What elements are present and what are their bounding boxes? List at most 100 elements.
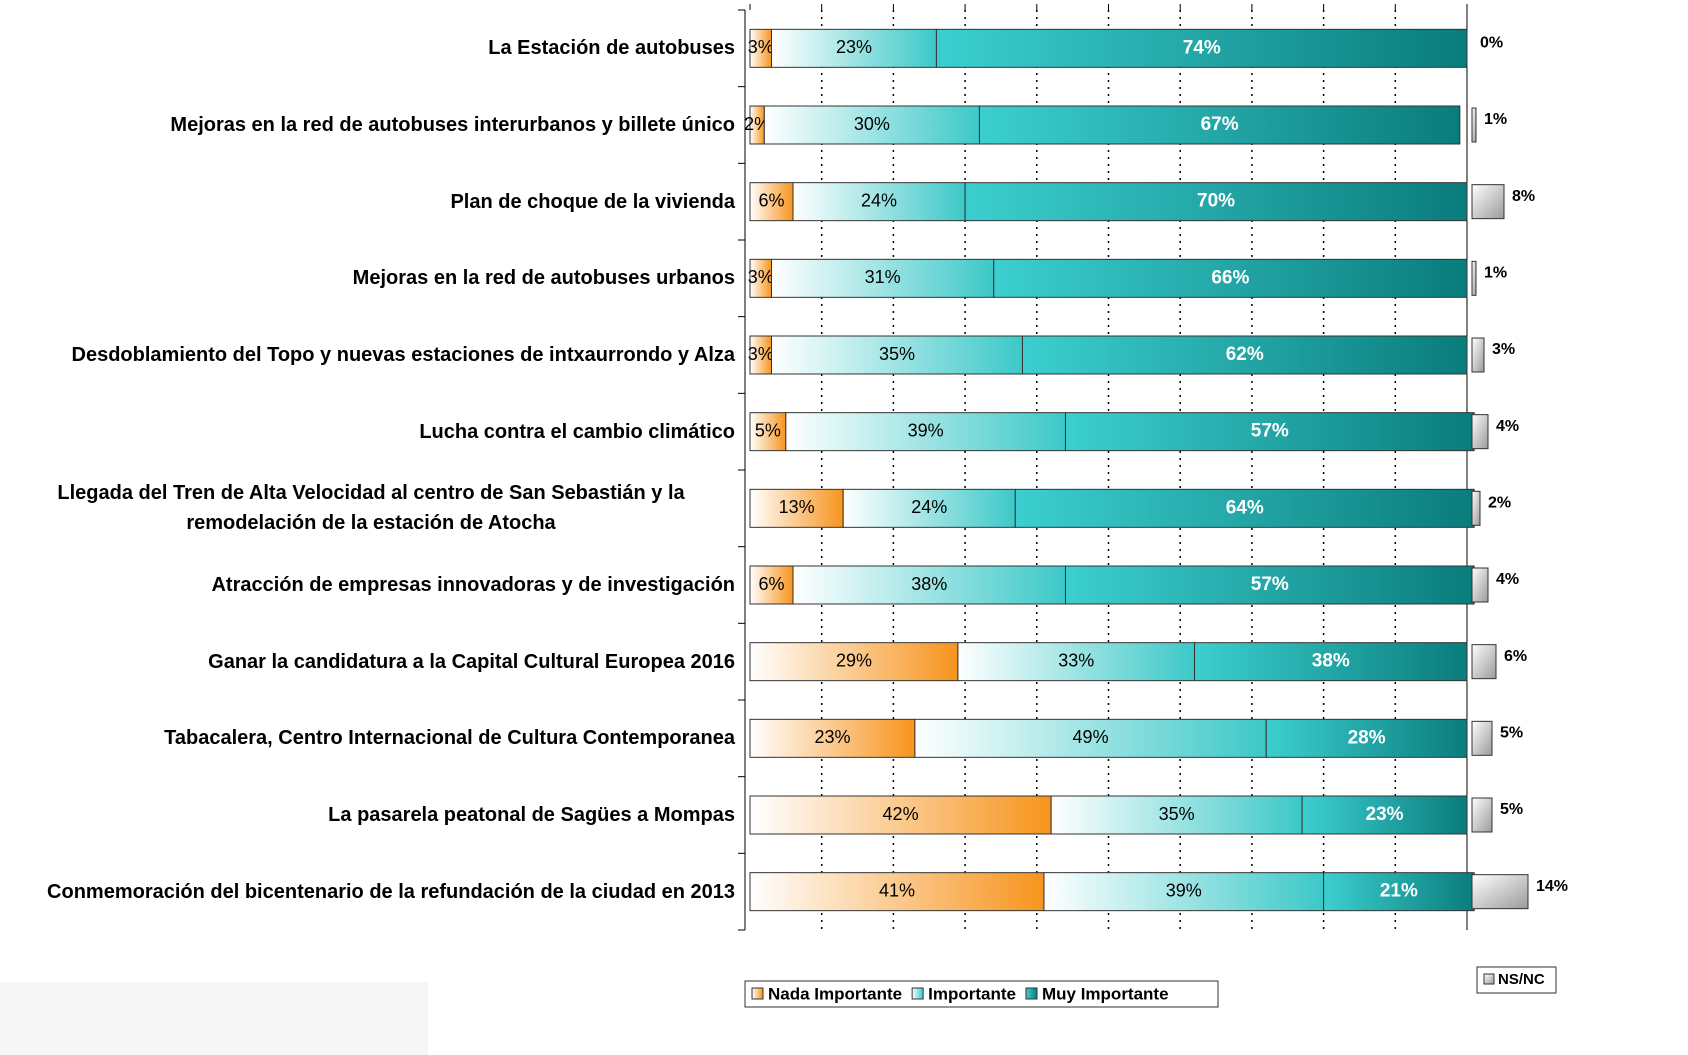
nsnc-label: 1% xyxy=(1484,265,1507,282)
data-label: 3% xyxy=(748,267,774,287)
bar-segment xyxy=(749,642,959,682)
data-label: 24% xyxy=(911,497,947,517)
category-text: Tabacalera, Centro Internacional de Cult… xyxy=(164,727,735,750)
data-label: 57% xyxy=(1251,574,1289,595)
category-text: Conmemoración del bicentenario de la ref… xyxy=(47,880,735,903)
data-label: 39% xyxy=(1166,880,1202,900)
data-label: 42% xyxy=(883,804,919,824)
data-label: 24% xyxy=(861,190,897,210)
bar-segment xyxy=(1265,718,1468,758)
data-label: 57% xyxy=(1251,421,1289,442)
bar-segment xyxy=(749,182,794,222)
data-label: 31% xyxy=(865,267,901,287)
category-text: Ganar la candidatura a la Capital Cultur… xyxy=(208,650,735,673)
bar-segment xyxy=(1064,565,1475,605)
data-label: 35% xyxy=(879,344,915,364)
legend-swatch xyxy=(911,987,924,1000)
legend-label: Nada Importante xyxy=(768,984,902,1003)
legend-label: Muy Importante xyxy=(1042,984,1169,1003)
bar-segment xyxy=(1021,335,1468,375)
data-label: 49% xyxy=(1073,727,1109,747)
data-label: 2% xyxy=(744,114,770,134)
bar-segment xyxy=(1043,872,1325,912)
data-label: 38% xyxy=(1312,651,1350,672)
data-label: 13% xyxy=(779,497,815,517)
category-label: Desdoblamiento del Topo y nuevas estacio… xyxy=(0,320,735,390)
category-text: Lucha contra el cambio climático xyxy=(419,420,735,443)
bar-segment xyxy=(749,565,794,605)
legend-box xyxy=(744,980,1219,1008)
bar-segment xyxy=(749,718,916,758)
legend-swatch xyxy=(1483,973,1495,985)
category-text: Mejoras en la red de autobuses urbanos xyxy=(352,267,735,290)
bar-segment xyxy=(1064,412,1475,452)
bar-segment xyxy=(978,105,1461,145)
category-label: La pasarela peatonal de Sagües a Mompas xyxy=(0,780,735,850)
data-label: 21% xyxy=(1380,881,1418,902)
legend-label: NS/NC xyxy=(1498,971,1545,988)
category-text: Desdoblamiento del Topo y nuevas estacio… xyxy=(71,344,735,366)
bar-segment xyxy=(749,795,1052,835)
category-label: Llegada del Tren de Alta Velocidad al ce… xyxy=(0,473,735,543)
category-label: Conmemoración del bicentenario de la ref… xyxy=(0,857,735,927)
nsnc-label: 4% xyxy=(1496,418,1519,435)
category-label: Lucha contra el cambio climático xyxy=(0,397,735,467)
data-label: 38% xyxy=(911,574,947,594)
bar-segment xyxy=(792,565,1066,605)
data-label: 74% xyxy=(1183,37,1221,58)
nsnc-bar xyxy=(1471,797,1493,833)
data-label: 30% xyxy=(854,114,890,134)
category-text: La pasarela peatonal de Sagües a Mompas xyxy=(328,804,735,826)
nsnc-bar xyxy=(1471,644,1497,680)
data-label: 6% xyxy=(759,574,785,594)
category-label: La Estación de autobuses xyxy=(0,13,735,83)
data-label: 23% xyxy=(1366,804,1404,825)
bar-segment xyxy=(993,258,1468,298)
data-label: 62% xyxy=(1226,344,1264,365)
bar-segment xyxy=(964,182,1468,222)
nsnc-label: 1% xyxy=(1484,111,1507,128)
data-label: 66% xyxy=(1211,267,1249,288)
nsnc-bar xyxy=(1471,107,1477,143)
data-label: 41% xyxy=(879,880,915,900)
data-label: 39% xyxy=(908,420,944,440)
bar-segment xyxy=(935,28,1468,68)
data-label: 67% xyxy=(1201,114,1239,135)
nsnc-bar xyxy=(1471,184,1505,220)
bar-segment xyxy=(749,488,844,528)
nsnc-label: 6% xyxy=(1504,648,1527,665)
nsnc-label: 14% xyxy=(1536,878,1568,895)
legend-label: Importante xyxy=(928,984,1016,1003)
data-label: 3% xyxy=(748,37,774,57)
category-text: Llegada del Tren de Alta Velocidad al ce… xyxy=(57,482,685,535)
nsnc-label: 4% xyxy=(1496,571,1519,588)
data-label: 33% xyxy=(1058,650,1094,670)
nsnc-bar xyxy=(1471,490,1481,526)
nsnc-bar xyxy=(1471,720,1493,756)
bar-segment xyxy=(785,412,1066,452)
data-label: 70% xyxy=(1197,191,1235,212)
category-label: Tabacalera, Centro Internacional de Cult… xyxy=(0,703,735,773)
data-label: 5% xyxy=(755,420,781,440)
bar-segment xyxy=(1050,795,1303,835)
nsnc-label: 5% xyxy=(1500,725,1523,742)
nsnc-label: 5% xyxy=(1500,801,1523,818)
category-label: Mejoras en la red de autobuses urbanos xyxy=(0,243,735,313)
data-label: 64% xyxy=(1226,497,1264,518)
legend-swatch xyxy=(751,987,764,1000)
category-label: Mejoras en la red de autobuses interurba… xyxy=(0,90,735,160)
data-label: 35% xyxy=(1159,804,1195,824)
category-text: Mejoras en la red de autobuses interurba… xyxy=(170,114,735,136)
bar-segment xyxy=(1301,795,1468,835)
data-label: 28% xyxy=(1348,727,1386,748)
bar-segment xyxy=(1014,488,1475,528)
category-label: Ganar la candidatura a la Capital Cultur… xyxy=(0,627,735,697)
category-text: Atracción de empresas innovadoras y de i… xyxy=(211,574,735,596)
bar-segment xyxy=(771,258,995,298)
bar-segment xyxy=(842,488,1016,528)
nsnc-bar xyxy=(1471,874,1529,910)
nsnc-bar xyxy=(1471,260,1477,296)
data-label: 29% xyxy=(836,650,872,670)
